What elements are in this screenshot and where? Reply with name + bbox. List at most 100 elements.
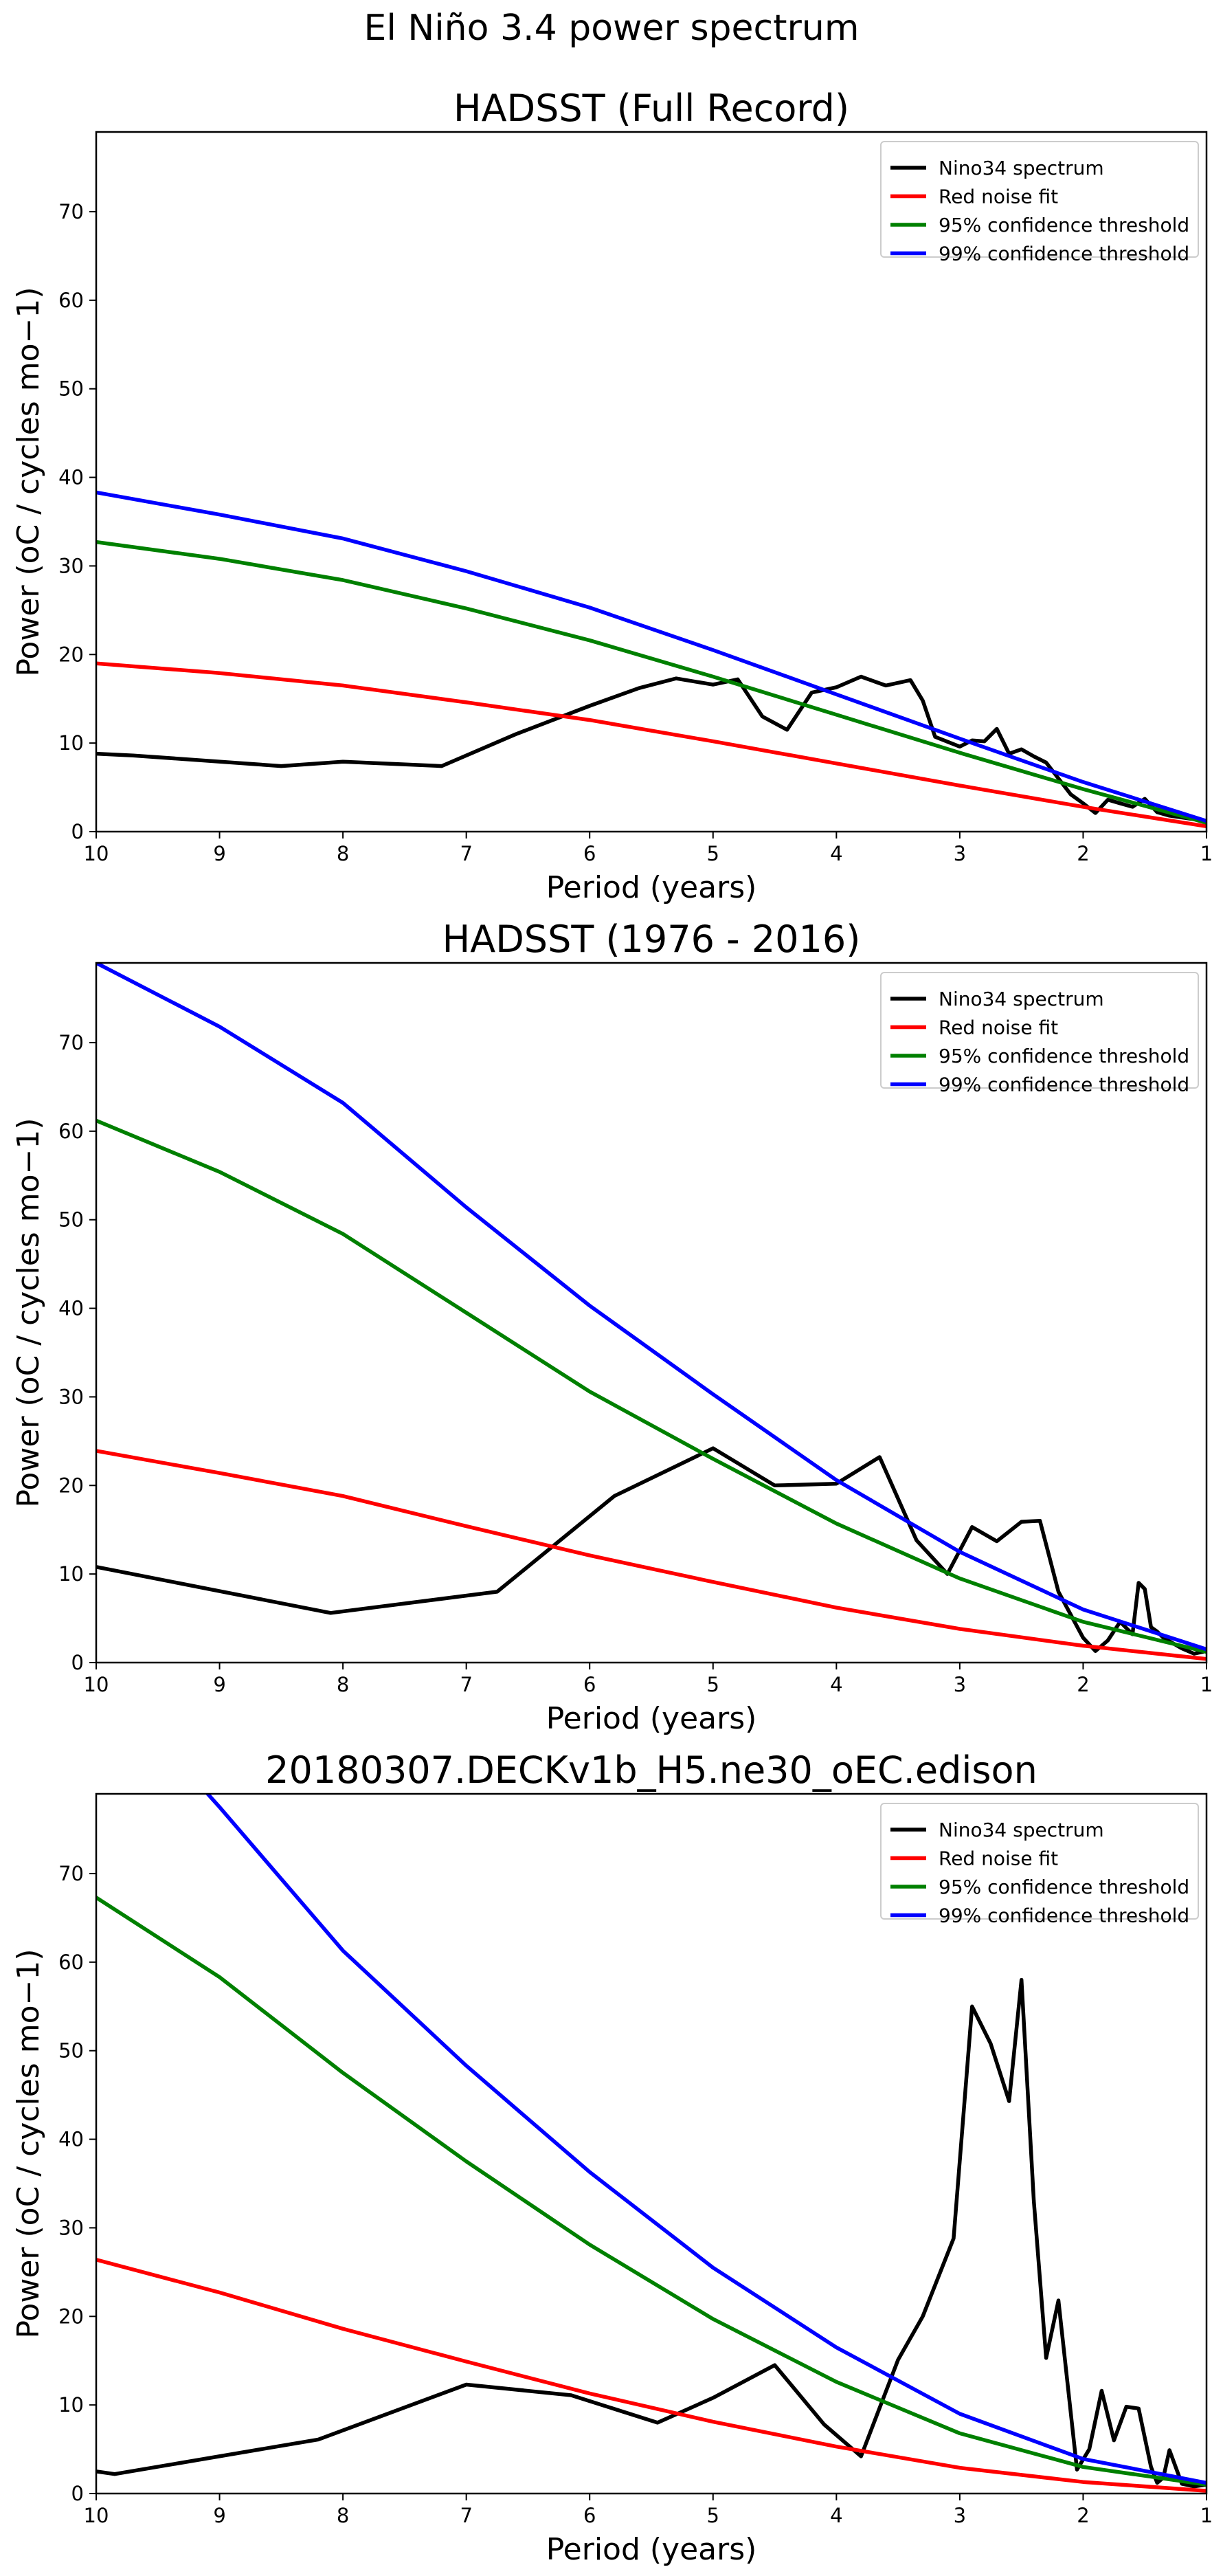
y-tick-label: 50 [58,1208,84,1232]
series-lines [96,1794,1207,2493]
x-tick-label: 6 [583,1673,596,1696]
legend: Nino34 spectrum Red noise fit 95% confiden… [880,1803,1199,1927]
y-tick-label: 20 [58,2305,84,2328]
plot-frame [95,131,1208,833]
y-axis-label: Power (oC / cycles mo−1) [11,287,46,676]
x-tick-label: 8 [337,2504,349,2527]
legend-label: 95% confidence threshold [939,1045,1189,1067]
series-line-99-confidence [205,1794,1207,2485]
legend-label: 95% confidence threshold [939,214,1189,236]
y-tick-label: 10 [58,731,84,755]
y-tick-label: 70 [58,1031,84,1054]
legend-label: Red noise fit [939,1847,1058,1870]
series-line-95-confidence [96,540,1207,825]
legend: Nino34 spectrum Red noise fit 95% confiden… [880,972,1199,1096]
chart-panel-2: HADSST (1976 - 2016)10 9 8 7 6 5 4 3 2 1010203040… [11,918,1213,1736]
x-tick-label: 1 [1200,1673,1213,1696]
x-tick-label: 7 [460,842,472,865]
y-tick-label: 40 [58,1297,84,1320]
x-tick-label: 2 [1077,2504,1089,2527]
series-lines [96,963,1207,1661]
legend-box [880,1803,1199,1920]
y-tick-label: 0 [71,820,84,843]
y-tick-label: 20 [58,643,84,666]
legend-label: 99% confidence threshold [939,243,1189,265]
chart-title: 20180307.DECKv1b_H5.ne30_oEC.edison [265,1748,1037,1792]
y-tick-label: 60 [58,1951,84,1974]
x-tick-label: 5 [707,2504,719,2527]
series-line-nino34-spectrum [96,1446,1207,1656]
y-axis-label: Power (oC / cycles mo−1) [11,1118,46,1507]
x-tick-label: 7 [460,1673,472,1696]
y-tick-label: 30 [58,2216,84,2239]
x-tick-label: 1 [1200,2504,1213,2527]
series-line-99-confidence [96,963,1207,1652]
legend-box [880,141,1199,258]
y-tick-label: 0 [71,1651,84,1674]
series-line-95-confidence [96,1896,1207,2487]
x-tick-label: 5 [707,1673,719,1696]
legend-label: 99% confidence threshold [939,1905,1189,1927]
chart-panel-1: HADSST (Full Record)10 9 8 7 6 5 4 3 2 1010203040… [11,87,1213,905]
legend-label: Red noise fit [939,1017,1058,1039]
x-tick-label: 3 [954,2504,966,2527]
x-tick-label: 4 [830,1673,842,1696]
legend-box [880,972,1199,1089]
x-tick-label: 2 [1077,842,1089,865]
chart-title: HADSST (Full Record) [453,87,849,130]
x-tick-label: 8 [337,842,349,865]
x-tick-label: 3 [954,1673,966,1696]
legend-label: 99% confidence threshold [939,1074,1189,1096]
y-tick-label: 10 [58,2393,84,2417]
x-axis-label: Period (years) [546,870,757,905]
series-lines [96,490,1207,829]
x-tick-label: 10 [84,2504,109,2527]
x-axis-label: Period (years) [546,1701,757,1736]
y-tick-label: 10 [58,1562,84,1586]
y-tick-label: 50 [58,377,84,401]
y-axis-label: Power (oC / cycles mo−1) [11,1948,46,2338]
series-line-95-confidence [96,1118,1207,1654]
series-line-99-confidence [96,490,1207,823]
y-tick-label: 60 [58,1120,84,1143]
x-tick-label: 10 [84,842,109,865]
y-tick-label: 60 [58,289,84,312]
y-tick-label: 70 [58,200,84,223]
legend-label: Red noise fit [939,186,1058,208]
series-line-red-noise-fit [96,661,1207,829]
y-tick-label: 50 [58,2039,84,2063]
x-tick-label: 3 [954,842,966,865]
y-tick-label: 30 [58,554,84,577]
plot-frame [95,1792,1208,2495]
x-tick-label: 4 [830,2504,842,2527]
y-tick-label: 0 [71,2482,84,2505]
x-tick-label: 7 [460,2504,472,2527]
legend: Nino34 spectrum Red noise fit 95% confiden… [880,141,1199,265]
x-tick-label: 9 [213,2504,225,2527]
series-line-red-noise-fit [96,1449,1207,1661]
x-tick-label: 10 [84,1673,109,1696]
x-tick-label: 6 [583,842,596,865]
legend-label: Nino34 spectrum [939,988,1104,1010]
figure-title: El Niño 3.4 power spectrum [363,8,859,49]
chart-title: HADSST (1976 - 2016) [442,918,861,961]
legend-label: Nino34 spectrum [939,1819,1104,1841]
x-tick-label: 4 [830,842,842,865]
x-tick-label: 6 [583,2504,596,2527]
x-tick-label: 5 [707,842,719,865]
legend-label: 95% confidence threshold [939,1876,1189,1898]
series-line-red-noise-fit [96,2258,1207,2493]
legend-label: Nino34 spectrum [939,157,1104,179]
x-tick-label: 8 [337,1673,349,1696]
series-line-nino34-spectrum [96,674,1207,825]
x-tick-label: 9 [213,1673,225,1696]
y-tick-label: 70 [58,1862,84,1885]
x-axis-label: Period (years) [546,2532,757,2567]
x-tick-label: 1 [1200,842,1213,865]
plot-frame [95,962,1208,1664]
y-tick-label: 40 [58,466,84,489]
series-line-nino34-spectrum [96,1977,1207,2489]
y-tick-label: 20 [58,1474,84,1497]
x-tick-label: 2 [1077,1673,1089,1696]
